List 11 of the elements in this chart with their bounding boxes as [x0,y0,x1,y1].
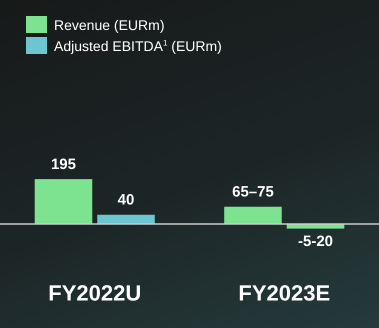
bar [34,179,92,224]
x-tick-label: FY2023E [238,280,330,306]
bar [97,214,155,224]
legend-label: Adjusted EBITDA$^{1}$ (EURm) [54,38,222,54]
data-label: 65–75 [232,183,274,200]
legend-label: Revenue (EURm) [54,16,164,32]
data-label: -5-20 [298,233,334,250]
data-label: 195 [50,156,76,173]
x-tick-label: FY2022U [48,280,142,306]
bar [224,206,282,224]
data-label: 40 [118,191,134,208]
